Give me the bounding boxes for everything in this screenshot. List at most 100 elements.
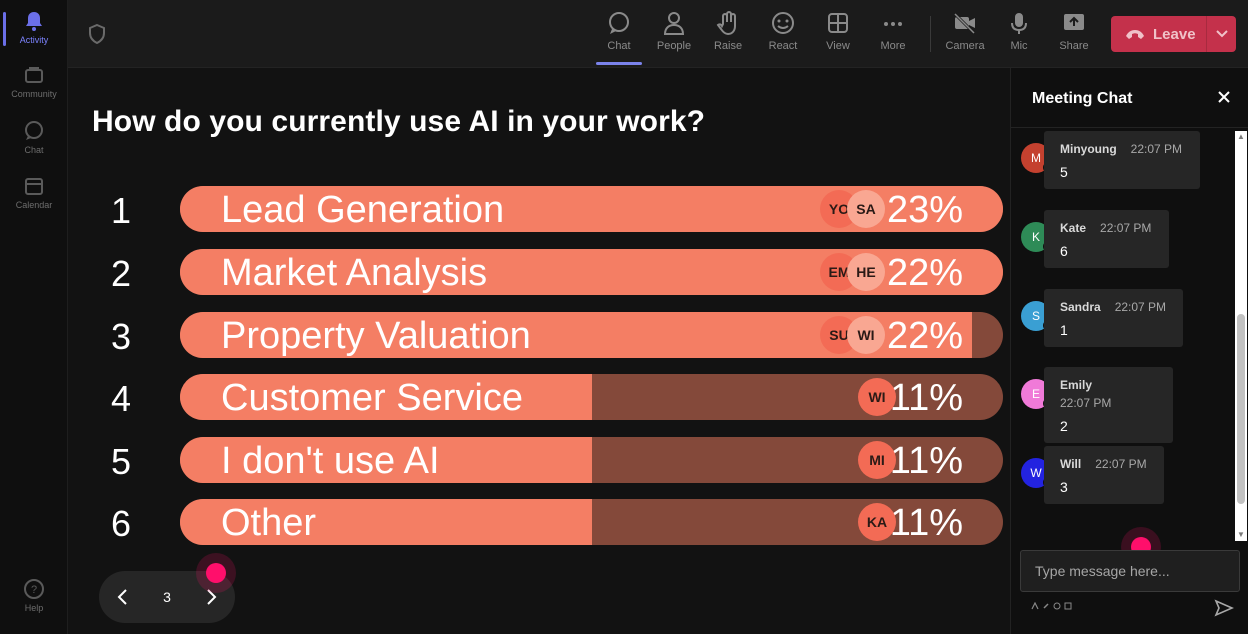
chat-message-input[interactable] — [1020, 550, 1240, 592]
pointer-indicator — [206, 563, 226, 583]
avatar-initial: W — [1030, 466, 1042, 480]
format-icon[interactable] — [1031, 602, 1039, 610]
voter-avatar: WI — [847, 316, 885, 354]
result-bar: Lead Generation 23% YO SA — [180, 186, 1003, 232]
next-page-icon[interactable] — [204, 588, 218, 606]
toolbar-label: People — [656, 40, 692, 52]
share-icon — [1064, 14, 1084, 30]
toolbar-label: Chat — [607, 40, 631, 52]
result-bar-fill — [180, 374, 592, 420]
rail-item-community[interactable]: Community — [0, 66, 68, 99]
rail-label: Community — [11, 89, 57, 99]
message-bubble[interactable]: Kate 22:07 PM 6 — [1044, 210, 1169, 268]
scroll-thumb[interactable] — [1237, 314, 1245, 504]
previous-page-icon[interactable] — [116, 588, 130, 606]
sender-name: Will — [1060, 457, 1082, 471]
poll-option-row: 4 Customer Service 11% WI — [68, 374, 1010, 422]
result-bar: Other 11% KA — [180, 499, 1003, 545]
message-bubble[interactable]: Sandra 22:07 PM 1 — [1044, 289, 1183, 347]
attach-icon[interactable] — [1042, 602, 1050, 610]
toolbar-label: React — [768, 40, 798, 52]
toolbar-more-button[interactable]: More — [868, 10, 918, 52]
toolbar-camera-button[interactable]: Camera — [940, 10, 990, 52]
help-icon: ? — [24, 579, 44, 599]
toolbar-mic-button[interactable]: Mic — [994, 10, 1044, 52]
gif-icon[interactable] — [1064, 602, 1072, 610]
camera-off-icon — [953, 12, 976, 35]
avatar-initial: S — [1031, 309, 1040, 323]
toolbar-label: Share — [1059, 40, 1089, 52]
toolbar-share-button[interactable]: Share — [1049, 10, 1099, 52]
option-percent: 22% — [886, 315, 963, 357]
result-bar-fill — [180, 499, 592, 545]
rail-item-calendar[interactable]: Calendar — [0, 175, 68, 210]
close-icon[interactable] — [1217, 90, 1231, 104]
result-bar: I don't use AI 11% MI — [180, 437, 1003, 483]
voter-avatar: MI — [858, 441, 896, 479]
hand-icon — [716, 11, 736, 36]
result-bar-fill — [180, 437, 592, 483]
option-number: 2 — [110, 253, 132, 294]
chat-scrollbar[interactable]: ▲ ▼ — [1235, 131, 1247, 541]
option-percent: 22% — [886, 252, 963, 294]
mic-icon — [1011, 13, 1027, 34]
poll-option-row: 5 I don't use AI 11% MI — [68, 437, 1010, 485]
toolbar-label: View — [826, 40, 850, 52]
leave-options-button[interactable] — [1207, 29, 1236, 39]
toolbar-raise-button[interactable]: Raise — [703, 10, 753, 52]
smile-icon — [772, 12, 794, 34]
result-bar: Market Analysis 22% EM HE — [180, 249, 1003, 295]
toolbar-view-button[interactable]: View — [813, 10, 863, 52]
message-time: 22:07 PM — [1130, 142, 1183, 156]
sender-name: Sandra — [1060, 300, 1101, 314]
meeting-chat-panel: Meeting Chat M Minyoung 22:07 PM 5 K Kate 22:0… — [1010, 68, 1248, 634]
toolbar-people-button[interactable]: People — [649, 10, 699, 52]
message-text: 3 — [1060, 479, 1068, 495]
scroll-up-icon[interactable]: ▲ — [1237, 132, 1245, 141]
option-number: 1 — [110, 190, 132, 231]
rail-label: Chat — [24, 145, 44, 155]
message-bubble[interactable]: Will 22:07 PM 3 — [1044, 446, 1164, 504]
result-bar: Property Valuation 22% SU WI — [180, 312, 1003, 358]
option-label: I don't use AI — [221, 440, 440, 482]
emoji-icon[interactable] — [1053, 602, 1061, 610]
message-time: 22:07 PM — [1100, 221, 1152, 235]
toolbar-label: More — [880, 40, 906, 52]
toolbar-label: Raise — [713, 40, 743, 52]
scroll-down-icon[interactable]: ▼ — [1237, 530, 1245, 539]
toolbar-chat-button[interactable]: Chat — [594, 10, 644, 65]
message-text: 2 — [1060, 418, 1068, 434]
message-bubble[interactable]: Minyoung 22:07 PM 5 — [1044, 131, 1200, 189]
message-bubble[interactable]: Emily 22:07 PM 2 — [1044, 367, 1173, 443]
shield-icon[interactable] — [88, 24, 106, 44]
option-percent: 11% — [889, 502, 963, 544]
avatar-initial: K — [1031, 230, 1040, 244]
rail-item-help[interactable]: ? Help — [0, 578, 68, 613]
rail-item-activity[interactable]: Activity — [0, 10, 68, 46]
poll-option-row: 2 Market Analysis 22% EM HE — [68, 249, 1010, 297]
poll-option-row: 6 Other 11% KA — [68, 499, 1010, 547]
option-label: Lead Generation — [221, 189, 505, 231]
page-number: 3 — [163, 589, 171, 605]
poll-option-row: 3 Property Valuation 22% SU WI — [68, 312, 1010, 360]
send-icon[interactable] — [1214, 599, 1234, 617]
rail-item-chat[interactable]: Chat — [0, 120, 68, 155]
community-icon — [25, 67, 43, 83]
toolbar-label: Mic — [1010, 40, 1028, 52]
message-text: 1 — [1060, 322, 1068, 338]
sender-name: Kate — [1060, 221, 1087, 235]
chevron-down-icon — [1215, 30, 1228, 38]
leave-button[interactable]: Leave — [1111, 16, 1236, 52]
message-text: 5 — [1060, 164, 1068, 180]
bell-icon — [26, 12, 42, 31]
poll-option-row: 1 Lead Generation 23% YO SA — [68, 186, 1010, 234]
option-label: Other — [221, 502, 317, 544]
grid-icon — [828, 13, 848, 33]
option-percent: 23% — [886, 189, 963, 231]
option-percent: 11% — [889, 440, 963, 482]
chat-icon — [25, 121, 43, 140]
option-percent: 11% — [889, 377, 963, 419]
rail-label: Calendar — [15, 200, 53, 210]
toolbar-react-button[interactable]: React — [758, 10, 808, 52]
rail-label: Activity — [19, 35, 49, 45]
